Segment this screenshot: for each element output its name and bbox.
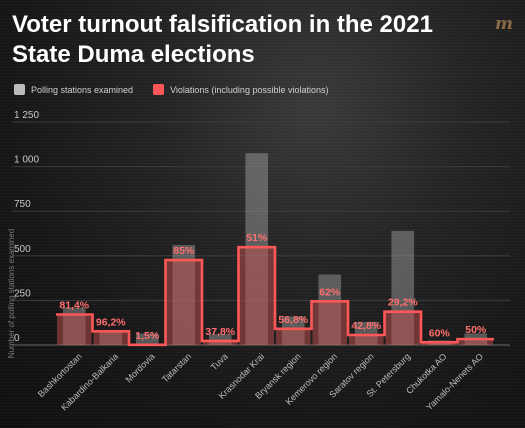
legend-swatch-examined (14, 84, 25, 95)
data-label-2: 1,5% (135, 330, 160, 342)
y-tick-label-500: 500 (14, 244, 31, 255)
category-label-3: Tatarstan (160, 351, 193, 384)
data-label-9: 29,2% (388, 297, 418, 309)
data-label-10: 60% (429, 327, 451, 339)
data-label-6: 56,8% (278, 314, 308, 326)
legend: Polling stations examined Violations (in… (14, 84, 349, 95)
y-tick-label-1000: 1 000 (14, 155, 39, 166)
bar-examined-2 (135, 333, 159, 345)
category-label-2: Mordovia (123, 351, 156, 384)
bar-violations-8 (349, 335, 384, 345)
bar-violations-11 (458, 339, 493, 345)
legend-item-examined: Polling stations examined (14, 84, 133, 95)
y-tick-label-1250: 1 250 (14, 110, 39, 121)
data-label-8: 42,8% (351, 320, 381, 332)
data-label-1: 96,2% (96, 316, 126, 328)
data-label-3: 85% (173, 245, 195, 257)
y-tick-label-0: 0 (14, 333, 20, 344)
y-tick-label-250: 250 (14, 288, 31, 299)
bar-violations-10 (422, 342, 457, 345)
bar-violations-6 (276, 328, 311, 345)
bar-violations-7 (312, 301, 347, 345)
legend-label-violations: Violations (including possible violation… (170, 84, 329, 95)
category-label-4: Tuva (209, 351, 230, 372)
legend-swatch-violations (153, 84, 165, 95)
bar-violations-4 (203, 340, 238, 345)
data-label-0: 81,4% (59, 299, 89, 311)
legend-item-violations: Violations (including possible violation… (153, 84, 329, 95)
bar-violations-3 (166, 260, 201, 345)
data-label-5: 51% (246, 232, 268, 244)
bar-violations-1 (93, 331, 128, 345)
data-label-7: 62% (319, 286, 341, 298)
chart-title: Voter turnout falsification in the 2021 … (12, 11, 433, 68)
y-tick-label-750: 750 (14, 199, 31, 210)
data-label-11: 50% (465, 324, 487, 336)
bar-violations-9 (385, 311, 420, 345)
brand-logo: m (495, 14, 513, 34)
bar-violations-5 (239, 247, 274, 345)
bar-violations-0 (57, 314, 92, 345)
legend-label-examined: Polling stations examined (31, 84, 134, 95)
violations-outline (56, 245, 494, 347)
data-label-4: 37,8% (205, 326, 235, 338)
y-axis-title: Number of polling stations examined (7, 229, 16, 358)
